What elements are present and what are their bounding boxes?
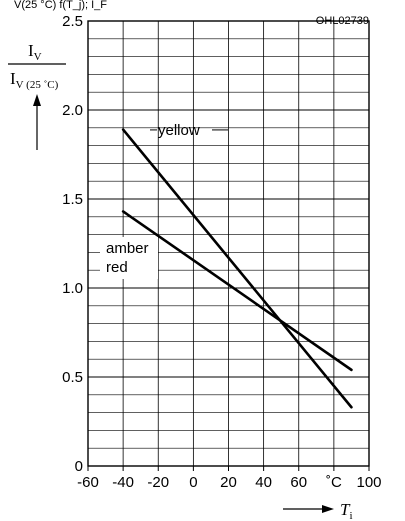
series-line-0 (121, 128, 353, 409)
y-tick-label: 2.5 (62, 13, 83, 30)
x-label-text: Ti (340, 500, 353, 521)
x-tick-label: 20 (220, 474, 237, 491)
x-arrow-head (322, 505, 334, 513)
y-label-numerator: IV (28, 41, 42, 63)
y-arrow-head (33, 94, 41, 106)
x-tick-label: 40 (255, 474, 272, 491)
y-tick-label: 2.0 (62, 102, 83, 119)
series-line-1 (121, 210, 353, 372)
y-tick-label: 0 (75, 458, 83, 475)
x-tick-label: 60 (290, 474, 307, 491)
y-tick-label: 0.5 (62, 369, 83, 386)
y-label-denominator: IV (25 ˚C) (10, 69, 59, 91)
x-tick-label: -40 (112, 474, 134, 491)
axes (87, 20, 370, 471)
y-tick-labels: 0 0.5 1.0 1.5 2.0 2.5 (62, 13, 83, 475)
series-label-yellow: yellow (158, 122, 200, 139)
series-label-backing (100, 237, 158, 279)
header-text: V(25 °C) f(T_j); I_F (14, 0, 107, 11)
series-label-amber: amber (106, 240, 149, 257)
x-tick-label: ˚C (326, 474, 342, 491)
x-tick-label: -60 (77, 474, 99, 491)
x-tick-labels: -60 -40 -20 0 20 40 60 ˚C 100 (77, 474, 381, 491)
series-lines: yellow amber red (100, 122, 353, 409)
y-tick-label: 1.5 (62, 191, 83, 208)
series-label-red: red (106, 259, 128, 276)
x-tick-label: 0 (189, 474, 197, 491)
x-axis-label: Ti (283, 500, 353, 521)
x-tick-label: -20 (147, 474, 169, 491)
x-tick-label: 100 (356, 474, 381, 491)
y-axis-label: IV IV (25 ˚C) (8, 41, 66, 150)
y-tick-label: 1.0 (62, 280, 83, 297)
